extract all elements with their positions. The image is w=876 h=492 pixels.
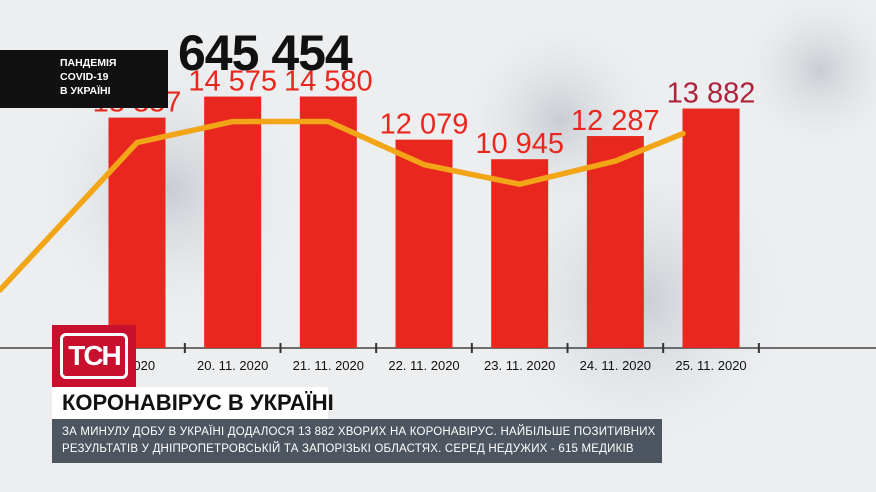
- news-ticker: За минулу добу в Україні додалося 13 882…: [52, 419, 662, 463]
- category-label: 21. 11. 2020: [293, 358, 364, 373]
- total-cases: 645 454: [178, 25, 353, 81]
- category-label: 25. 11. 2020: [675, 358, 746, 373]
- value-label: 13 882: [667, 78, 756, 110]
- category-label: 20. 11. 2020: [197, 358, 268, 373]
- category-label: 23. 11. 2020: [484, 358, 555, 373]
- category-label: 24. 11. 2020: [580, 358, 651, 373]
- pandemic-label: ПАНДЕМІЯ COVID-19 В УКРАЇНІ: [0, 50, 168, 108]
- value-label: 12 287: [571, 105, 660, 137]
- pandemic-line: COVID-19: [60, 71, 109, 83]
- trend-line: [0, 118, 686, 293]
- bar: [682, 108, 740, 349]
- value-label: 14 575: [188, 66, 277, 98]
- category-label: 22. 11. 2020: [388, 358, 459, 373]
- tsn-logo: ТСН: [52, 325, 136, 387]
- pandemic-line: ПАНДЕМІЯ: [60, 57, 117, 69]
- value-label: 14 580: [284, 65, 373, 97]
- bar: [299, 96, 357, 349]
- tsn-logo-text: ТСН: [60, 333, 128, 379]
- headline: КОРОНАВІРУС В УКРАЇНІ: [52, 387, 334, 419]
- bar: [491, 159, 549, 348]
- bar: [395, 139, 453, 348]
- pandemic-line: В УКРАЇНІ: [60, 85, 111, 97]
- bar: [586, 136, 644, 348]
- bar: [108, 117, 166, 348]
- bar: [204, 96, 262, 348]
- value-label: 12 079: [380, 109, 469, 141]
- value-label: 10 945: [475, 128, 564, 160]
